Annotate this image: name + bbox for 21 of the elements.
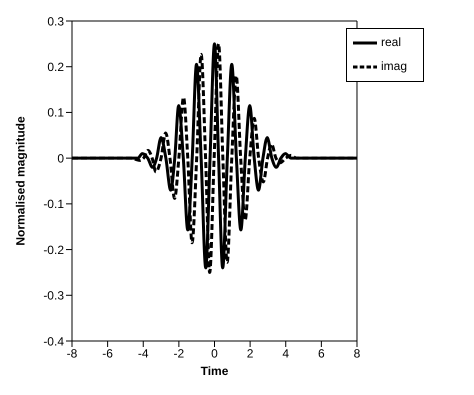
y-tick-label: -0.3 <box>43 288 64 303</box>
y-tick-label: 0 <box>57 151 64 166</box>
x-tick-label: -4 <box>138 346 149 361</box>
x-tick-label: -2 <box>174 346 185 361</box>
y-tick-label: 0.1 <box>47 106 64 120</box>
x-tick-label: -8 <box>66 346 78 361</box>
legend-label: real <box>380 35 401 50</box>
x-tick-label: 6 <box>318 346 326 361</box>
x-tick-label: -6 <box>102 346 114 361</box>
y-tick-label: -0.4 <box>43 334 64 348</box>
y-tick-label: -0.1 <box>43 197 64 212</box>
y-tick-label: -0.2 <box>43 242 64 257</box>
x-tick-label: 0 <box>211 346 218 361</box>
x-tick-label: 8 <box>354 346 361 361</box>
x-tick-label: 2 <box>246 346 254 361</box>
y-tick-label: 0.2 <box>47 60 64 74</box>
x-axis-title: Time <box>200 364 229 378</box>
y-axis-title: Normalised magnitude <box>13 116 28 246</box>
legend-label: imag <box>380 59 407 74</box>
x-tick-label: 4 <box>282 346 290 361</box>
y-tick-label: 0.3 <box>47 14 64 28</box>
